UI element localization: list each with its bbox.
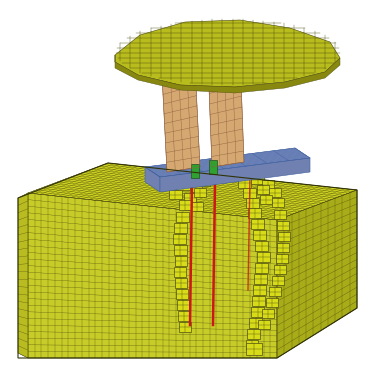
Polygon shape [208, 52, 244, 167]
Bar [256, 241, 269, 251]
Bar [276, 254, 288, 263]
Bar [277, 243, 289, 252]
Bar [274, 265, 286, 274]
Bar [249, 208, 262, 218]
Bar [243, 188, 256, 198]
Bar [258, 320, 270, 329]
Bar [175, 212, 188, 222]
Bar [175, 256, 187, 266]
Bar [175, 278, 187, 288]
Bar [246, 343, 262, 355]
Polygon shape [160, 158, 310, 192]
Bar [257, 185, 269, 194]
Bar [177, 300, 189, 310]
Bar [266, 298, 278, 307]
Bar [178, 200, 191, 210]
Bar [252, 219, 265, 229]
Polygon shape [145, 167, 160, 192]
Bar [262, 180, 274, 189]
Bar [253, 285, 266, 295]
Bar [209, 160, 217, 174]
Polygon shape [28, 163, 357, 220]
Bar [250, 318, 263, 328]
Bar [262, 309, 274, 318]
Bar [174, 245, 187, 255]
Bar [274, 210, 286, 219]
Bar [246, 340, 258, 350]
Bar [256, 263, 269, 273]
Bar [174, 267, 186, 277]
Bar [239, 178, 252, 188]
Bar [255, 274, 267, 284]
Polygon shape [18, 193, 28, 358]
Bar [278, 232, 290, 241]
Bar [246, 198, 259, 208]
Bar [272, 276, 284, 285]
Bar [272, 198, 284, 207]
Bar [179, 322, 191, 332]
Bar [256, 252, 269, 262]
Bar [253, 230, 266, 240]
Bar [200, 177, 210, 186]
Bar [176, 180, 190, 190]
Bar [176, 289, 188, 299]
Bar [269, 287, 281, 296]
Bar [252, 175, 265, 184]
Bar [247, 329, 260, 339]
Bar [269, 188, 281, 197]
Bar [277, 221, 289, 230]
Bar [253, 296, 266, 306]
Polygon shape [145, 148, 310, 177]
Bar [178, 311, 190, 321]
Bar [260, 195, 272, 204]
Bar [173, 234, 186, 244]
Bar [191, 164, 199, 178]
Polygon shape [277, 190, 357, 358]
Bar [168, 190, 181, 199]
Polygon shape [162, 65, 200, 172]
Bar [194, 188, 206, 197]
Bar [174, 223, 187, 233]
Bar [191, 202, 203, 211]
Bar [190, 183, 202, 192]
Bar [252, 307, 265, 317]
Polygon shape [115, 20, 340, 87]
Polygon shape [28, 193, 277, 358]
Polygon shape [115, 55, 340, 93]
Bar [184, 193, 196, 202]
